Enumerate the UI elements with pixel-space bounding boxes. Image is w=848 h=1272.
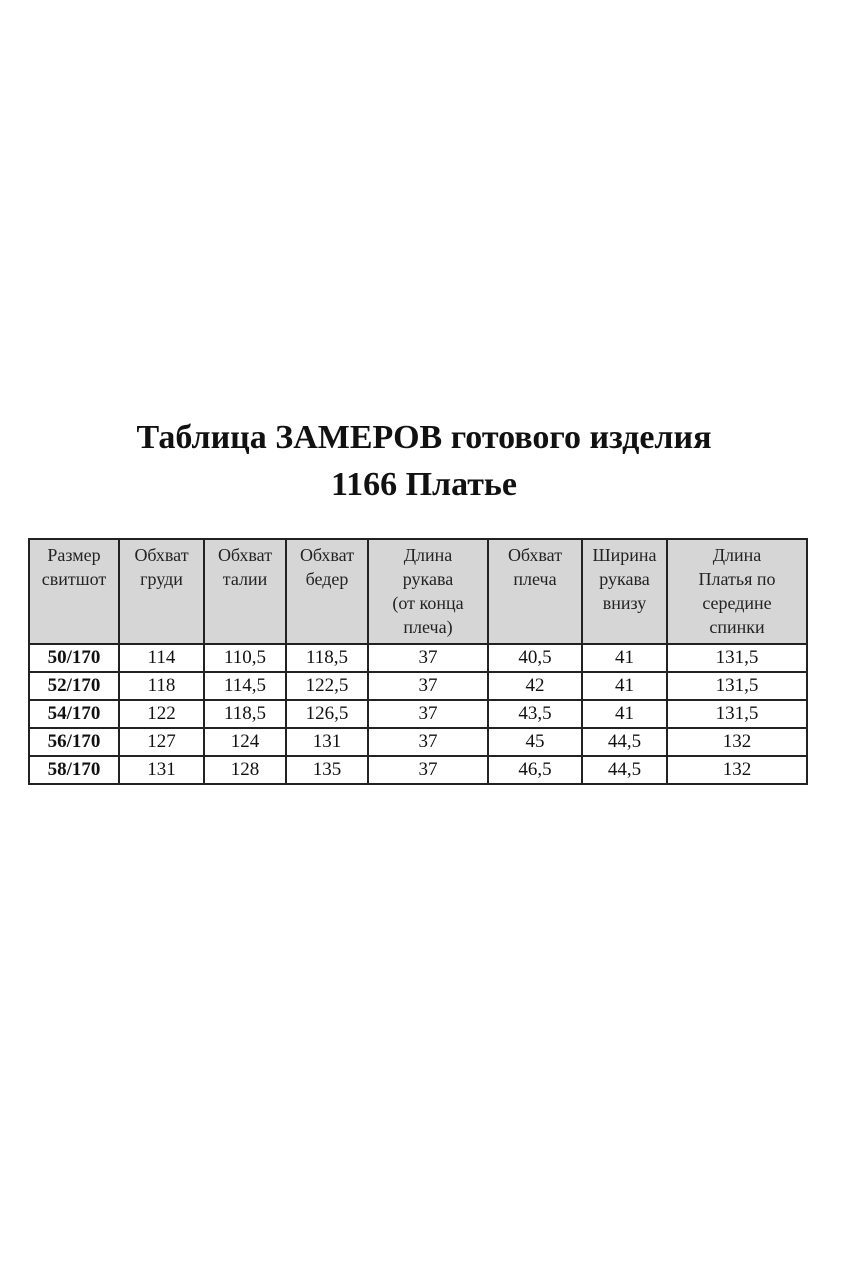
product-title: 1166 Платье — [330, 466, 518, 503]
value-cell: 114 — [118, 643, 205, 673]
table-row: 56/170 127 124 131 37 45 44,5 132 — [28, 727, 808, 757]
value-cell: 44,5 — [581, 755, 668, 785]
size-cell: 52/170 — [28, 671, 120, 701]
header-waist: Обхват талии — [203, 538, 287, 645]
value-cell: 131 — [118, 755, 205, 785]
value-cell: 42 — [487, 671, 583, 701]
value-cell: 135 — [285, 755, 369, 785]
header-chest: Обхват груди — [118, 538, 205, 645]
value-cell: 118,5 — [285, 643, 369, 673]
value-cell: 131,5 — [666, 643, 808, 673]
table-row: 54/170 122 118,5 126,5 37 43,5 41 131,5 — [28, 699, 808, 729]
header-row: Размер свитшот Обхват груди Обхват талии… — [28, 538, 808, 645]
value-cell: 132 — [666, 727, 808, 757]
value-cell: 41 — [581, 643, 668, 673]
value-cell: 128 — [203, 755, 287, 785]
value-cell: 45 — [487, 727, 583, 757]
value-cell: 37 — [367, 755, 489, 785]
value-cell: 131,5 — [666, 699, 808, 729]
value-cell: 37 — [367, 643, 489, 673]
value-cell: 114,5 — [203, 671, 287, 701]
value-cell: 122,5 — [285, 671, 369, 701]
table-title: Таблица ЗАМЕРОВ готового изделия — [136, 419, 712, 456]
value-cell: 118,5 — [203, 699, 287, 729]
header-sleeve-width: Ширина рукава внизу — [581, 538, 668, 645]
value-cell: 41 — [581, 699, 668, 729]
header-sleeve-length: Длина рукава (от конца плеча) — [367, 538, 489, 645]
value-cell: 126,5 — [285, 699, 369, 729]
value-cell: 41 — [581, 671, 668, 701]
table-row: 52/170 118 114,5 122,5 37 42 41 131,5 — [28, 671, 808, 701]
value-cell: 124 — [203, 727, 287, 757]
value-cell: 110,5 — [203, 643, 287, 673]
value-cell: 40,5 — [487, 643, 583, 673]
value-cell: 37 — [367, 727, 489, 757]
size-cell: 50/170 — [28, 643, 120, 673]
value-cell: 37 — [367, 671, 489, 701]
measurements-table: Размер свитшот Обхват груди Обхват талии… — [28, 538, 808, 785]
value-cell: 118 — [118, 671, 205, 701]
value-cell: 46,5 — [487, 755, 583, 785]
size-cell: 58/170 — [28, 755, 120, 785]
table-row: 50/170 114 110,5 118,5 37 40,5 41 131,5 — [28, 643, 808, 673]
value-cell: 132 — [666, 755, 808, 785]
header-shoulder: Обхват плеча — [487, 538, 583, 645]
value-cell: 43,5 — [487, 699, 583, 729]
value-cell: 127 — [118, 727, 205, 757]
header-hips: Обхват бедер — [285, 538, 369, 645]
table-row: 58/170 131 128 135 37 46,5 44,5 132 — [28, 755, 808, 785]
value-cell: 131,5 — [666, 671, 808, 701]
header-size: Размер свитшот — [28, 538, 120, 645]
value-cell: 122 — [118, 699, 205, 729]
header-dress-length: Длина Платья по середине спинки — [666, 538, 808, 645]
size-cell: 56/170 — [28, 727, 120, 757]
size-cell: 54/170 — [28, 699, 120, 729]
value-cell: 131 — [285, 727, 369, 757]
value-cell: 37 — [367, 699, 489, 729]
value-cell: 44,5 — [581, 727, 668, 757]
